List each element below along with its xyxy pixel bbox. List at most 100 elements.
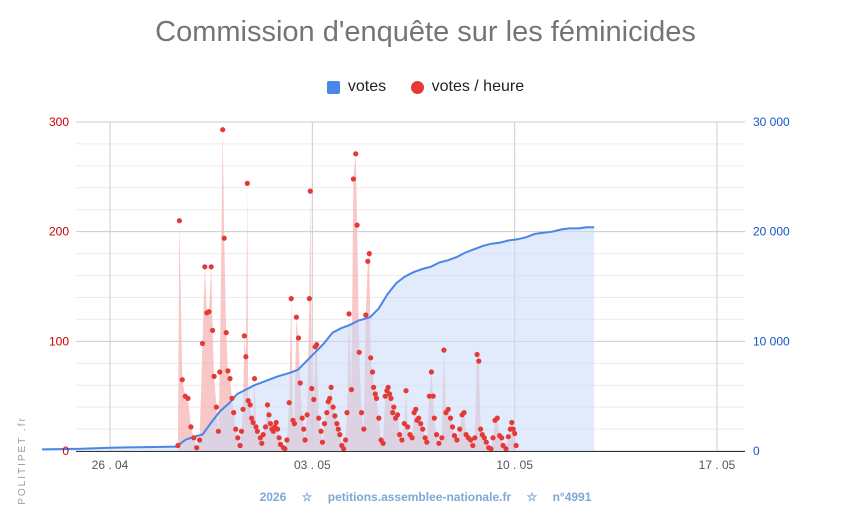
votes-per-hour-point	[344, 410, 350, 416]
votes-per-hour-point	[288, 296, 294, 302]
votes-per-hour-point	[431, 415, 437, 421]
votes-per-hour-point	[302, 437, 308, 443]
votes-per-hour-point	[321, 421, 328, 427]
votes-per-hour-point	[368, 355, 374, 361]
votes-per-hour-point	[337, 432, 343, 438]
votes-per-hour-point	[284, 437, 290, 443]
chart-legend: votes votes / heure	[0, 78, 851, 99]
votes-per-hour-point	[403, 388, 409, 394]
votes-per-hour-point	[503, 446, 509, 452]
votes-per-hour-point	[390, 410, 396, 416]
votes-per-hour-point	[499, 435, 505, 441]
votes-per-hour-point	[199, 340, 206, 347]
votes-per-hour-point	[179, 377, 185, 383]
y-right-tick-label: 20 000	[753, 225, 790, 239]
votes-per-hour-point	[439, 435, 445, 441]
votes-per-hour-point	[240, 406, 246, 412]
votes-per-hour-point	[318, 428, 324, 434]
votes-per-hour-point	[348, 387, 354, 393]
votes-per-hour-point	[227, 376, 233, 382]
votes-per-hour-point	[306, 296, 312, 302]
votes-per-hour-point	[213, 404, 219, 410]
y-left-tick-label: 0	[62, 444, 69, 458]
y-left-tick-label: 100	[49, 334, 69, 348]
votes-per-hour-point	[202, 264, 208, 270]
votes-per-hour-fill	[177, 129, 517, 451]
footer: 2026 ☆ petitions.assemblee-nationale.fr …	[0, 490, 851, 504]
votes-per-hour-point	[243, 354, 249, 360]
votes-per-hour-point	[434, 432, 440, 438]
votes-per-hour-point	[494, 415, 500, 421]
votes-per-hour-point	[358, 410, 365, 416]
votes-per-hour-point	[488, 446, 494, 452]
votes-per-hour-point	[513, 442, 519, 449]
footer-site-link[interactable]: petitions.assemblee-nationale.fr	[327, 490, 512, 504]
votes-per-hour-point	[211, 373, 217, 379]
votes-per-hour-point	[380, 440, 386, 446]
votes-per-hour-point	[221, 235, 227, 241]
votes-per-hour-point	[327, 395, 333, 401]
votes-per-hour-point	[301, 426, 307, 432]
votes-per-hour-point	[413, 406, 419, 412]
votes-per-hour-point	[176, 218, 182, 224]
votes-per-hour-point	[275, 426, 281, 432]
votes-per-hour-point	[365, 258, 371, 264]
votes-per-hour-point	[267, 421, 273, 427]
votes-per-hour-point	[449, 424, 456, 430]
votes-per-hour-point	[361, 426, 367, 432]
votes-per-hour-area	[177, 129, 517, 451]
votes-per-hour-point	[509, 419, 515, 426]
votes-per-hour-point	[215, 428, 221, 434]
votes-per-hour-point	[441, 347, 447, 353]
votes-per-hour-point	[235, 435, 241, 441]
footer-petition-id: n°4991	[552, 490, 592, 504]
votes-per-hour-point	[244, 180, 250, 186]
votes-per-hour-point	[510, 426, 516, 432]
legend-label-votes: votes	[347, 78, 387, 95]
votes-per-hour-point	[194, 445, 200, 451]
votes-per-hour-point	[416, 415, 422, 421]
votes-per-hour-point	[399, 437, 405, 443]
votes-per-hour-point	[206, 309, 212, 315]
votes-area	[42, 226, 595, 451]
votes-per-hour-point	[273, 419, 279, 426]
legend-item-votes-per-hour[interactable]: votes / heure	[410, 78, 524, 96]
y-left-tick-label: 200	[49, 225, 69, 239]
votes-per-hour-point	[420, 426, 426, 432]
votes-per-hour-point	[304, 412, 310, 418]
votes-per-hour-point	[250, 419, 256, 426]
votes-per-hour-point	[217, 369, 223, 375]
votes-per-hour-point	[210, 327, 216, 333]
votes-per-hour-point	[478, 426, 484, 432]
chart-title: Commission d'enquête sur les féminicides	[155, 16, 696, 48]
votes-per-hour-point	[428, 369, 434, 375]
votes-per-hour-point	[405, 424, 411, 430]
votes-per-hour-point	[254, 428, 260, 434]
votes-per-hour-point	[314, 342, 320, 348]
votes-per-hour-point	[237, 442, 243, 449]
votes-per-hour-point	[247, 402, 253, 408]
votes-per-hour-point	[309, 385, 315, 392]
y-right-tick-label: 0	[753, 444, 760, 458]
votes-per-hour-point	[447, 415, 454, 421]
votes-per-hour-point	[291, 421, 297, 427]
axes: 26 . 04 03 . 05 10 . 05 17 . 05 0 100 200 300 0 1…	[49, 115, 790, 472]
votes-per-hour-point	[366, 251, 372, 257]
votes-per-hour-point	[231, 410, 237, 416]
votes-per-hour-point	[346, 311, 352, 317]
votes-per-hour-point	[422, 435, 428, 441]
votes-per-hour-point	[397, 432, 403, 438]
votes-per-hour-point	[451, 433, 458, 439]
votes-per-hour-point	[395, 412, 401, 418]
votes-per-hour-point	[293, 314, 299, 320]
votes-per-hour-point	[481, 435, 487, 441]
votes-per-hour-point	[424, 439, 430, 445]
votes-per-hour-point	[316, 415, 322, 421]
votes-per-hour-point	[341, 446, 347, 452]
legend-item-votes[interactable]: votes	[326, 78, 387, 96]
votes-per-hour-point	[512, 430, 518, 437]
votes-per-hour-point	[356, 349, 362, 355]
votes-per-hour-point	[354, 222, 360, 228]
y-right-tick-label: 10 000	[753, 334, 790, 348]
